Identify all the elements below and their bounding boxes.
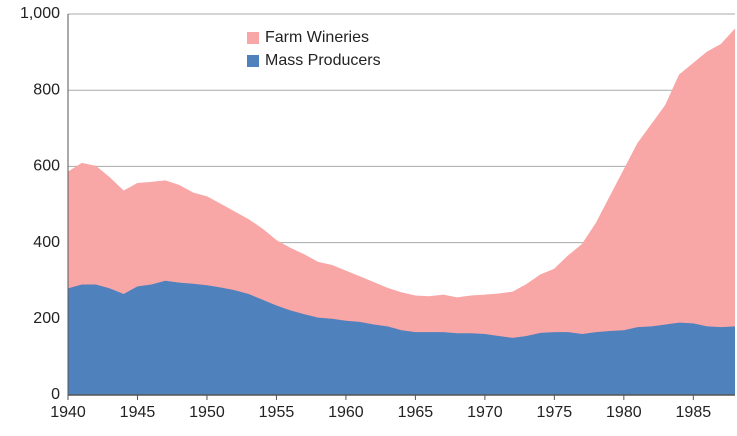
x-tick-label: 1950 [189,404,225,421]
area [68,29,735,338]
legend-label: Farm Wineries [265,29,369,46]
x-tick-label: 1975 [537,404,573,421]
x-tick-label: 1970 [467,404,503,421]
y-tick-label: 0 [51,386,60,403]
x-tick-label: 1940 [50,404,86,421]
y-tick-label: 600 [33,158,60,175]
legend-swatch [247,32,259,44]
y-tick-label: 200 [33,310,60,327]
legend-label: Mass Producers [265,52,381,69]
legend-swatch [247,55,259,67]
y-tick-label: 800 [33,81,60,98]
y-tick-label: 1,000 [20,5,60,22]
area [68,280,735,395]
x-tick-label: 1960 [328,404,364,421]
x-tick-label: 1980 [606,404,642,421]
area-edge [67,28,736,299]
x-tick-label: 1945 [120,404,156,421]
x-tick-label: 1965 [398,404,434,421]
x-tick-label: 1955 [259,404,295,421]
y-tick-label: 400 [33,234,60,251]
x-tick-label: 1985 [676,404,712,421]
